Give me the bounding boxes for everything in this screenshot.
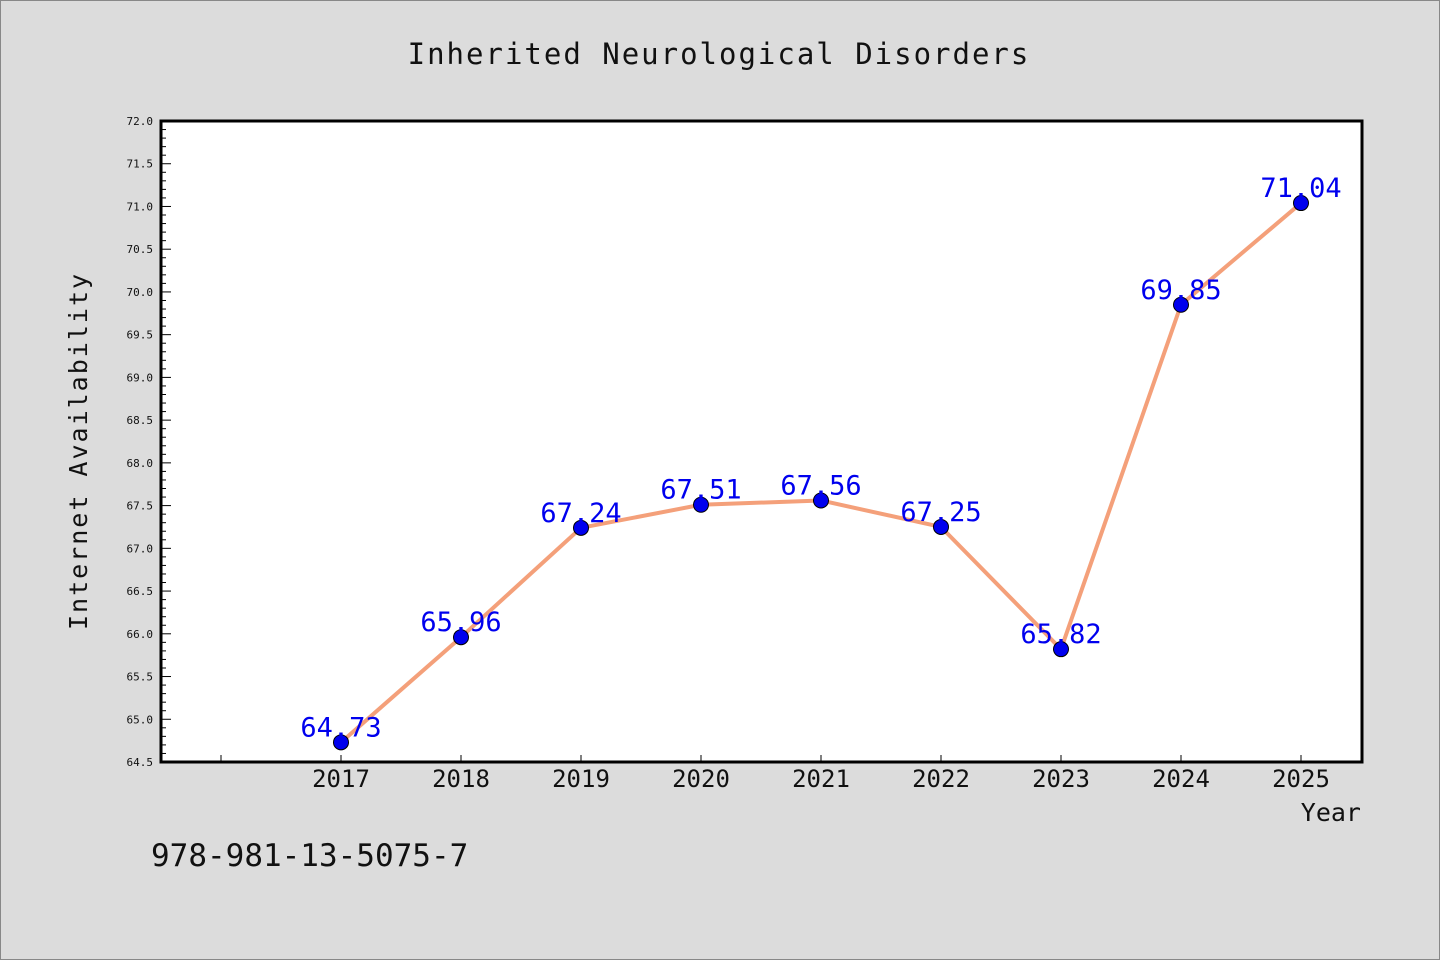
y-tick-label: 67.5: [127, 500, 154, 513]
x-tick-label: 2019: [552, 765, 610, 793]
y-tick-label: 70.0: [127, 286, 154, 299]
series-points-group: [333, 195, 1309, 751]
y-tick-label: 70.5: [127, 243, 154, 256]
data-label: 69.85: [1140, 275, 1221, 306]
data-point: [1173, 296, 1189, 313]
chart-title: Inherited Neurological Disorders: [408, 37, 1031, 71]
y-axis-label: Internet Availability: [64, 272, 93, 630]
data-labels-group: 64.73 65.96 67.24 67.51 67.56 67.25 65.82 69.85…: [300, 173, 1341, 743]
x-axis-label: Year: [1301, 798, 1361, 827]
x-tick-label: 2020: [672, 765, 730, 793]
y-tick-label: 69.5: [127, 329, 154, 342]
x-tick-label: 2018: [432, 765, 490, 793]
y-tick-label: 68.0: [127, 457, 154, 470]
data-point: [1053, 641, 1069, 658]
y-tick-label: 65.5: [127, 671, 154, 684]
data-label: 67.56: [780, 470, 861, 501]
data-label: 67.24: [540, 498, 621, 529]
data-label: 67.25: [900, 497, 981, 528]
y-tick-label: 66.0: [127, 628, 154, 641]
plot-area: [159, 119, 1364, 764]
data-point: [1293, 195, 1309, 212]
data-point: [453, 629, 469, 646]
y-tick-label: 64.5: [127, 756, 154, 769]
x-tick-label: 2017: [312, 765, 370, 793]
x-tick-label: 2023: [1032, 765, 1090, 793]
y-tick-label: 67.0: [127, 542, 154, 555]
data-label: 65.96: [420, 607, 501, 638]
y-tick-label: 68.5: [127, 414, 154, 427]
data-point: [933, 518, 949, 535]
data-label: 67.51: [660, 475, 741, 506]
data-point: [333, 734, 349, 751]
y-tick-label: 65.0: [127, 713, 154, 726]
x-axis-ticks: 2017 2018 2019 2020 2021 2022 2023 2024 2025: [220, 755, 1330, 793]
y-tick-label: 71.5: [127, 158, 154, 171]
data-label: 65.82: [1020, 619, 1101, 650]
data-label: 71.04: [1260, 173, 1341, 204]
x-tick-label: 2021: [792, 765, 850, 793]
y-tick-label: 69.0: [127, 371, 154, 384]
y-axis-ticks: 64.5 65.0 65.5 66.0 66.5 67.0 67.5 68.0 68.5 69.0…: [127, 115, 171, 769]
y-tick-label: 71.0: [127, 200, 154, 213]
isbn-text: 978-981-13-5075-7: [151, 838, 468, 874]
x-tick-label: 2025: [1272, 765, 1330, 793]
x-tick-label: 2024: [1152, 765, 1210, 793]
y-tick-label: 66.5: [127, 585, 154, 598]
data-point: [693, 496, 709, 513]
data-point: [573, 519, 589, 536]
y-tick-label: 72.0: [127, 115, 154, 128]
x-tick-label: 2022: [912, 765, 970, 793]
data-label: 64.73: [300, 712, 381, 743]
data-point: [813, 492, 829, 509]
